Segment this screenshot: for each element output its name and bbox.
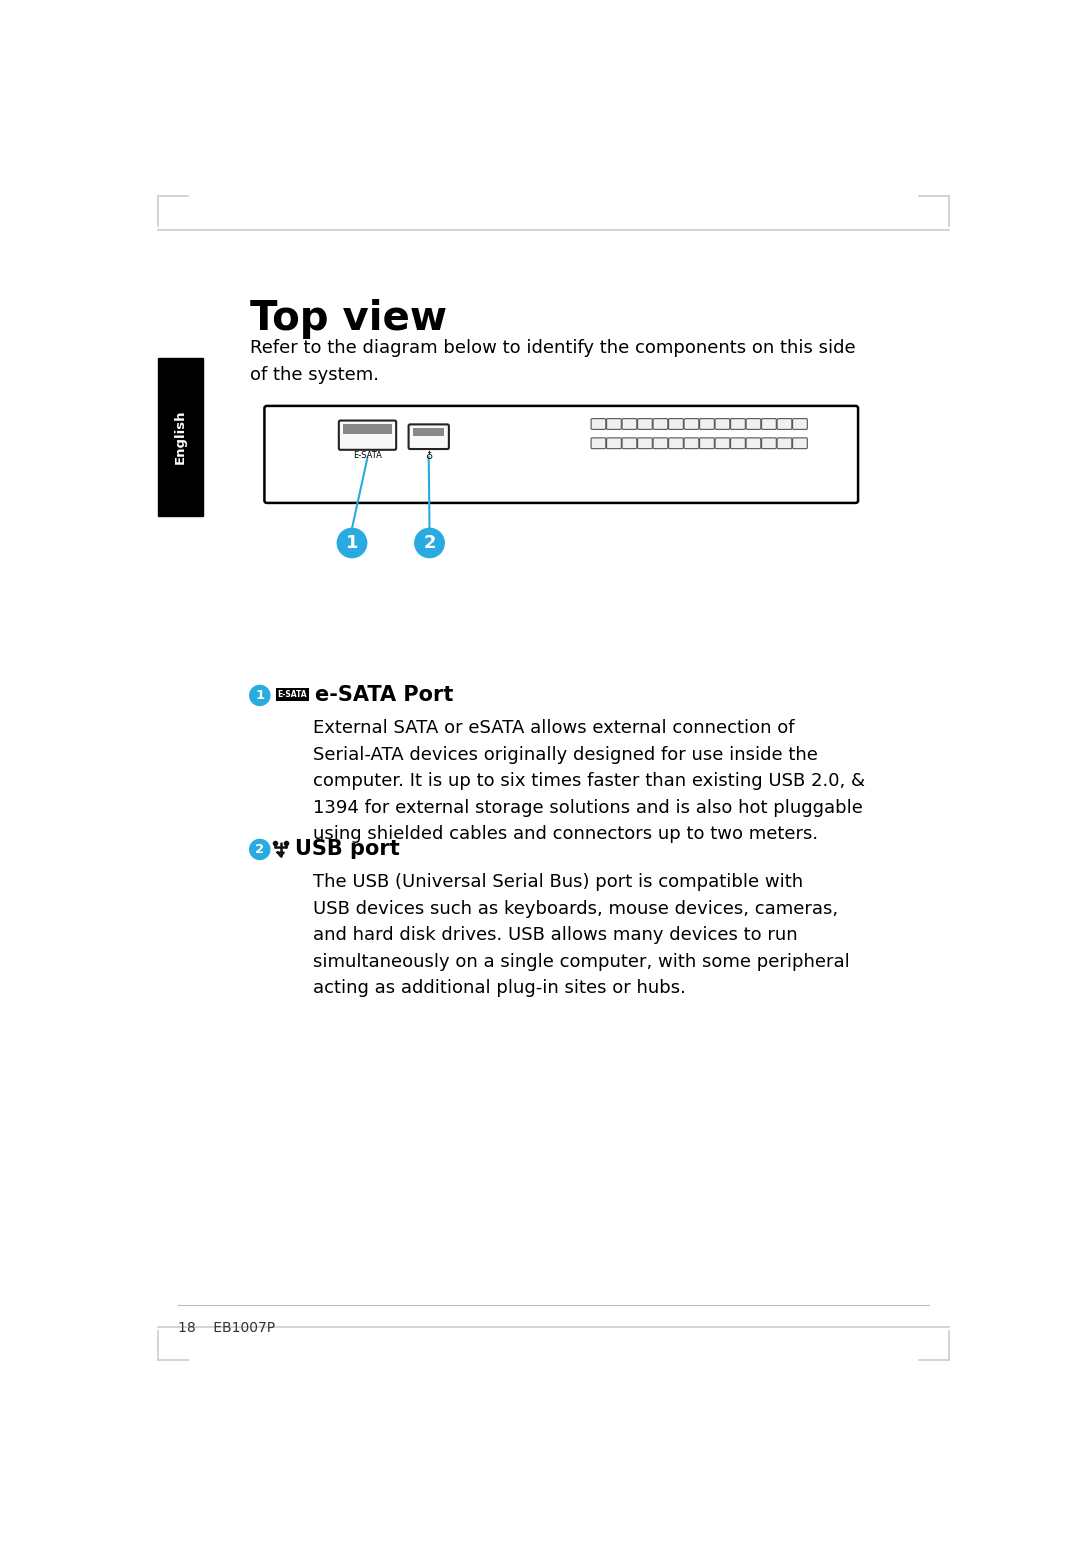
Text: USB port: USB port [295, 840, 400, 860]
Text: E-SATA: E-SATA [353, 452, 382, 461]
FancyBboxPatch shape [653, 438, 667, 448]
Bar [343, 424, 392, 433]
FancyBboxPatch shape [684, 438, 699, 448]
Circle shape [249, 840, 270, 860]
FancyBboxPatch shape [607, 419, 621, 430]
Bar [276, 687, 309, 701]
Text: The USB (Universal Serial Bus) port is compatible with
USB devices such as keybo: The USB (Universal Serial Bus) port is c… [313, 874, 850, 997]
FancyBboxPatch shape [622, 419, 637, 430]
Bar [414, 428, 444, 436]
FancyBboxPatch shape [715, 438, 730, 448]
Text: ♁: ♁ [426, 450, 432, 461]
Text: e-SATA Port: e-SATA Port [314, 686, 454, 706]
Text: 2: 2 [423, 535, 435, 552]
FancyBboxPatch shape [653, 419, 667, 430]
FancyBboxPatch shape [607, 438, 621, 448]
Text: E-SATA: E-SATA [278, 690, 307, 698]
FancyBboxPatch shape [778, 438, 792, 448]
FancyBboxPatch shape [778, 419, 792, 430]
FancyBboxPatch shape [591, 438, 606, 448]
FancyBboxPatch shape [793, 438, 808, 448]
Text: Top view: Top view [249, 299, 447, 339]
FancyBboxPatch shape [761, 438, 777, 448]
FancyBboxPatch shape [700, 419, 714, 430]
Circle shape [337, 529, 367, 558]
FancyBboxPatch shape [408, 424, 449, 448]
Circle shape [415, 529, 444, 558]
FancyBboxPatch shape [761, 419, 777, 430]
FancyBboxPatch shape [715, 419, 730, 430]
Text: 2: 2 [255, 843, 265, 855]
FancyBboxPatch shape [684, 419, 699, 430]
FancyBboxPatch shape [591, 419, 606, 430]
Text: 1: 1 [346, 535, 359, 552]
FancyBboxPatch shape [669, 419, 684, 430]
Text: Refer to the diagram below to identify the components on this side
of the system: Refer to the diagram below to identify t… [249, 339, 855, 384]
FancyBboxPatch shape [746, 419, 760, 430]
FancyBboxPatch shape [669, 438, 684, 448]
FancyBboxPatch shape [637, 419, 652, 430]
Text: 18    EB1007P: 18 EB1007P [177, 1321, 274, 1335]
Text: External SATA or eSATA allows external connection of
Serial-ATA devices original: External SATA or eSATA allows external c… [313, 720, 865, 843]
FancyBboxPatch shape [622, 438, 637, 448]
Bar [159, 358, 203, 516]
Text: English: English [174, 410, 187, 464]
Text: 1: 1 [255, 689, 265, 703]
FancyBboxPatch shape [265, 405, 859, 502]
FancyBboxPatch shape [339, 421, 396, 450]
FancyBboxPatch shape [700, 438, 714, 448]
FancyBboxPatch shape [637, 438, 652, 448]
FancyBboxPatch shape [730, 419, 745, 430]
FancyBboxPatch shape [793, 419, 808, 430]
FancyBboxPatch shape [746, 438, 760, 448]
FancyBboxPatch shape [730, 438, 745, 448]
Circle shape [249, 686, 270, 706]
